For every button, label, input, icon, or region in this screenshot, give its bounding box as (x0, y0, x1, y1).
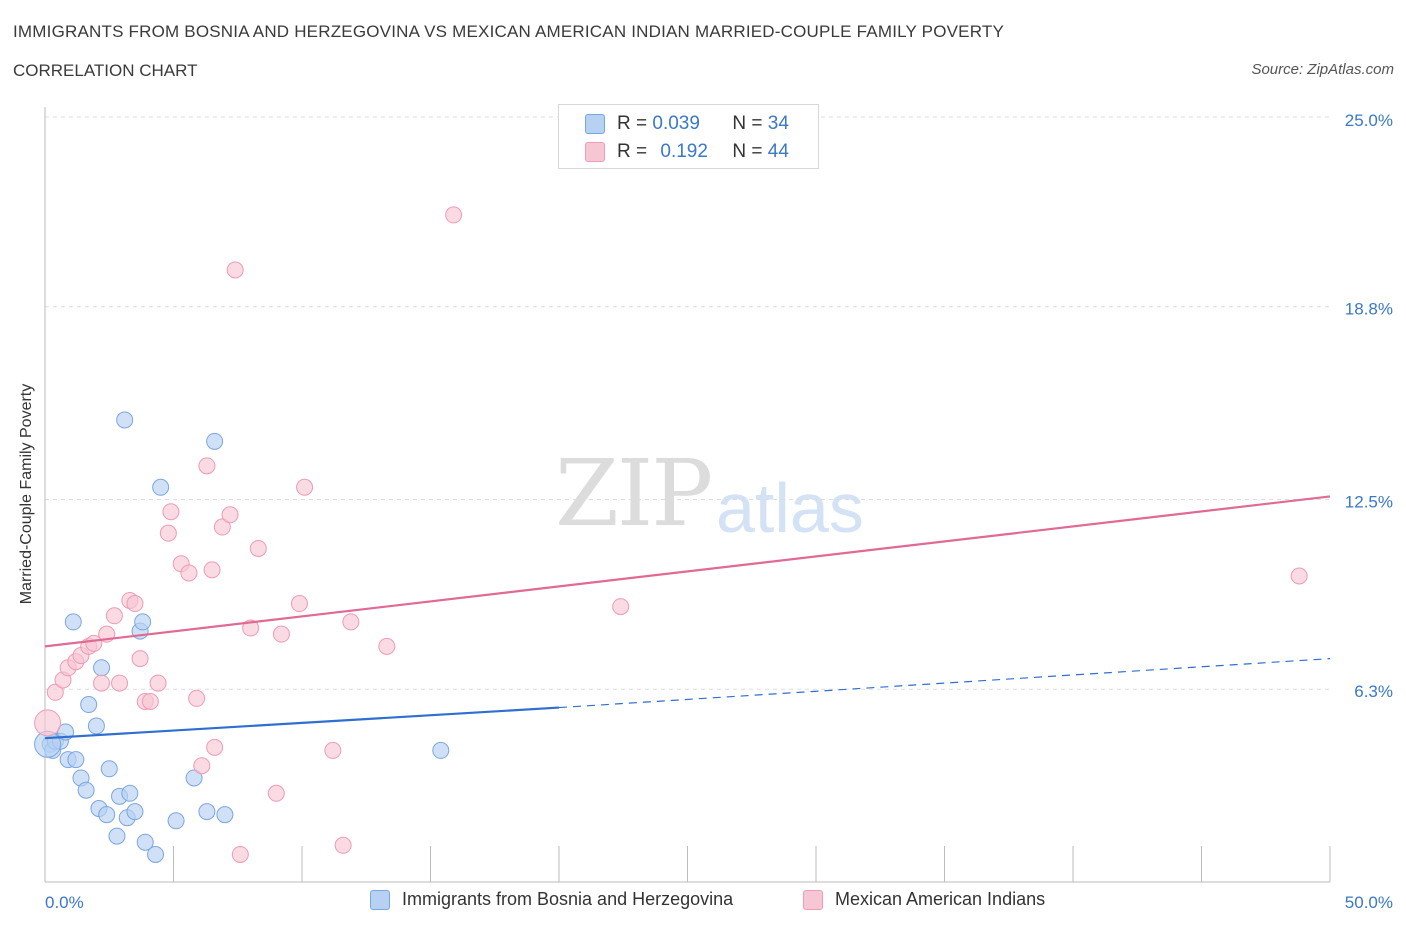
mexican-american-indian-point (267, 784, 285, 802)
legend-n-label: N = (732, 141, 768, 162)
y-tick-label: 6.3% (1354, 682, 1393, 701)
mexican-american-indian-point (231, 845, 249, 863)
mexican-american-indian-point (105, 607, 123, 625)
mexican-american-indian-point (249, 539, 267, 557)
bosnia-point (198, 803, 216, 821)
source-credit: Source: ZipAtlas.com (1251, 61, 1394, 78)
mexican-american-indian-point (188, 689, 206, 707)
legend-n-label: N = (732, 113, 768, 134)
legend-r-label: R = (617, 141, 653, 162)
mexican-american-indian-point (612, 598, 630, 616)
mexican-american-indian-point (149, 674, 167, 692)
series-label-bosnia: Immigrants from Bosnia and Herzegovina (402, 889, 734, 909)
series-swatch-pink (803, 889, 823, 910)
legend-row-bosnia: R = 0.039 N = 34 (585, 112, 789, 136)
y-axis-label: Married-Couple Family Poverty (18, 383, 35, 605)
bosnia-point (206, 432, 224, 450)
mexican-american-indian-point (272, 625, 290, 643)
mexican-american-indian-point (141, 692, 159, 710)
mexican-american-indian-point (46, 683, 64, 701)
mexican-american-indian-point (242, 619, 260, 637)
mexican-american-indian-point (296, 478, 314, 496)
mexican-american-indian-point (213, 518, 231, 536)
mexican-american-indian-point (342, 613, 360, 631)
chart-title: IMMIGRANTS FROM BOSNIA AND HERZEGOVINA V… (13, 22, 1004, 41)
bosnia-point (87, 717, 105, 735)
mexican-american-indian-point (1290, 567, 1308, 585)
y-tick-label: 12.5% (1345, 493, 1393, 512)
bosnia-point (80, 696, 98, 714)
bosnia-point (121, 784, 139, 802)
mexican-american-indian-point (193, 757, 211, 775)
mexican-american-indian-point (34, 709, 62, 737)
mexican-american-indian-point (221, 506, 239, 524)
bosnia-point (98, 806, 116, 824)
mexican-american-indian-point (111, 674, 129, 692)
legend-swatch-pink (585, 142, 605, 162)
mexican-american-indian-point (324, 741, 342, 759)
mexican-american-indian-point (206, 738, 224, 756)
legend-n-value: 44 (767, 141, 789, 162)
bosnia-point (152, 478, 170, 496)
mexican-american-indian-point (290, 595, 308, 613)
bosnia-trend-line (44, 706, 560, 740)
series-legend-mexican-american-indians: Mexican American Indians (803, 889, 1045, 910)
bosnia-point (64, 613, 82, 631)
legend-swatch-blue (585, 114, 605, 134)
bosnia-point (116, 411, 134, 429)
series-label-mexican-american-indians: Mexican American Indians (835, 889, 1046, 909)
bosnia-point (108, 827, 126, 845)
watermark-atlas: atlas (716, 469, 864, 547)
mexican-american-indian-point (159, 524, 177, 542)
correlation-legend: R = 0.039 N = 34 R = 0.192 N = 44 (558, 104, 819, 169)
mexican-american-indian-point (180, 564, 198, 582)
watermark-zip: ZIP (555, 440, 713, 547)
bosnia-trend-extension (558, 658, 1331, 709)
bosnia-point (126, 803, 144, 821)
mexican-american-indian-point (162, 503, 180, 521)
bosnia-point (432, 741, 450, 759)
bosnia-point (185, 769, 203, 787)
legend-n-value: 34 (767, 113, 789, 134)
legend-r-label: R = (617, 113, 653, 134)
bosnia-point (136, 833, 154, 851)
bosnia-point (77, 781, 95, 799)
mexican-american-indian-point (131, 650, 149, 668)
mexican-american-indian-point (93, 674, 111, 692)
x-tick-label: 50.0% (1345, 893, 1393, 912)
mexican-american-indian-point (445, 206, 463, 224)
mexican-american-indian-point (334, 836, 352, 854)
mexican-american-indian-point (378, 637, 396, 655)
series-swatch-blue (370, 889, 390, 910)
bosnia-point (134, 613, 152, 631)
bosnia-point (67, 751, 85, 769)
legend-row-mexican-american-indian: R = 0.192 N = 44 (585, 140, 789, 164)
x-tick-label: 0.0% (45, 893, 84, 912)
mexican-american-indian-point (226, 261, 244, 279)
bosnia-point (167, 812, 185, 830)
series-legend-bosnia: Immigrants from Bosnia and Herzegovina (370, 889, 733, 910)
mexican-american-indian-point (198, 457, 216, 475)
mexican-american-indian-point (203, 561, 221, 579)
bosnia-point (147, 845, 165, 863)
chart-subtitle: CORRELATION CHART (13, 61, 198, 80)
legend-r-value: 0.192 (660, 141, 708, 162)
bosnia-point (100, 760, 118, 778)
legend-r-value: 0.039 (652, 113, 700, 134)
mexican-american-indian-point (126, 595, 144, 613)
bosnia-point (216, 806, 234, 824)
y-tick-label: 18.8% (1345, 300, 1393, 319)
y-tick-label: 25.0% (1345, 111, 1393, 130)
bosnia-point (93, 659, 111, 677)
mexican-american-indian-trend-line (44, 495, 1331, 648)
